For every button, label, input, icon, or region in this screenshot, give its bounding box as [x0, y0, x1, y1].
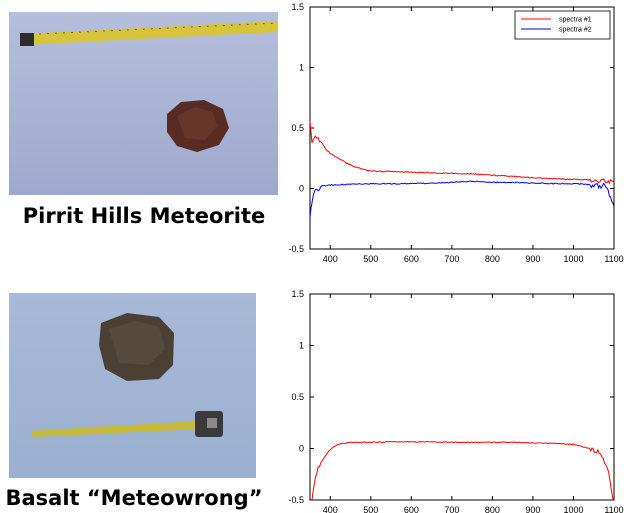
meteorite-caption: Pirrit Hills Meteorite	[22, 204, 266, 228]
legend-box	[514, 10, 611, 40]
x-tick-label: 1000	[563, 254, 583, 264]
tape-measure-icon	[20, 21, 278, 46]
x-tick-label: 500	[363, 505, 378, 513]
x-tick-label: 600	[404, 505, 419, 513]
x-tick-label: 1100	[604, 254, 623, 264]
legend-label: spectra #1	[559, 17, 592, 24]
x-tick-label: 700	[444, 505, 459, 513]
basalt-rock-icon	[99, 313, 174, 381]
x-tick-label: 700	[444, 254, 459, 264]
y-tick-label: 0.5	[291, 392, 304, 402]
plot-frame	[309, 293, 615, 501]
x-tick-label: 600	[404, 254, 419, 264]
x-tick-label: 500	[363, 254, 378, 264]
x-tick-label: 800	[485, 505, 500, 513]
legend-label: spectra #2	[559, 27, 592, 34]
series-line-1	[309, 120, 615, 185]
x-tick-label: 400	[323, 505, 338, 513]
series-line-2	[309, 180, 615, 219]
tape-measure-icon	[31, 411, 223, 437]
x-tick-label: 1000	[563, 505, 583, 513]
y-tick-label: 0.5	[291, 123, 304, 133]
y-tick-label: 0	[299, 444, 304, 454]
x-tick-label: 1100	[604, 505, 623, 513]
meteorite-photo	[9, 12, 278, 195]
x-tick-label: 800	[485, 254, 500, 264]
y-tick-label: -0.5	[288, 244, 304, 254]
y-tick-label: 1.5	[291, 289, 304, 299]
basalt-photo	[9, 293, 256, 478]
meteorite-rock-icon	[167, 100, 229, 152]
x-tick-label: 900	[525, 505, 540, 513]
x-tick-label: 400	[323, 254, 338, 264]
y-tick-label: -0.5	[288, 495, 304, 505]
y-tick-label: 1.5	[291, 2, 304, 12]
basalt-caption: Basalt “Meteowrong”	[5, 486, 263, 510]
series-line-1	[311, 440, 615, 501]
y-tick-label: 0	[299, 184, 304, 194]
x-tick-label: 900	[525, 254, 540, 264]
y-tick-label: 1	[299, 341, 304, 351]
plot-frame	[309, 6, 615, 250]
y-tick-label: 1	[299, 63, 304, 73]
